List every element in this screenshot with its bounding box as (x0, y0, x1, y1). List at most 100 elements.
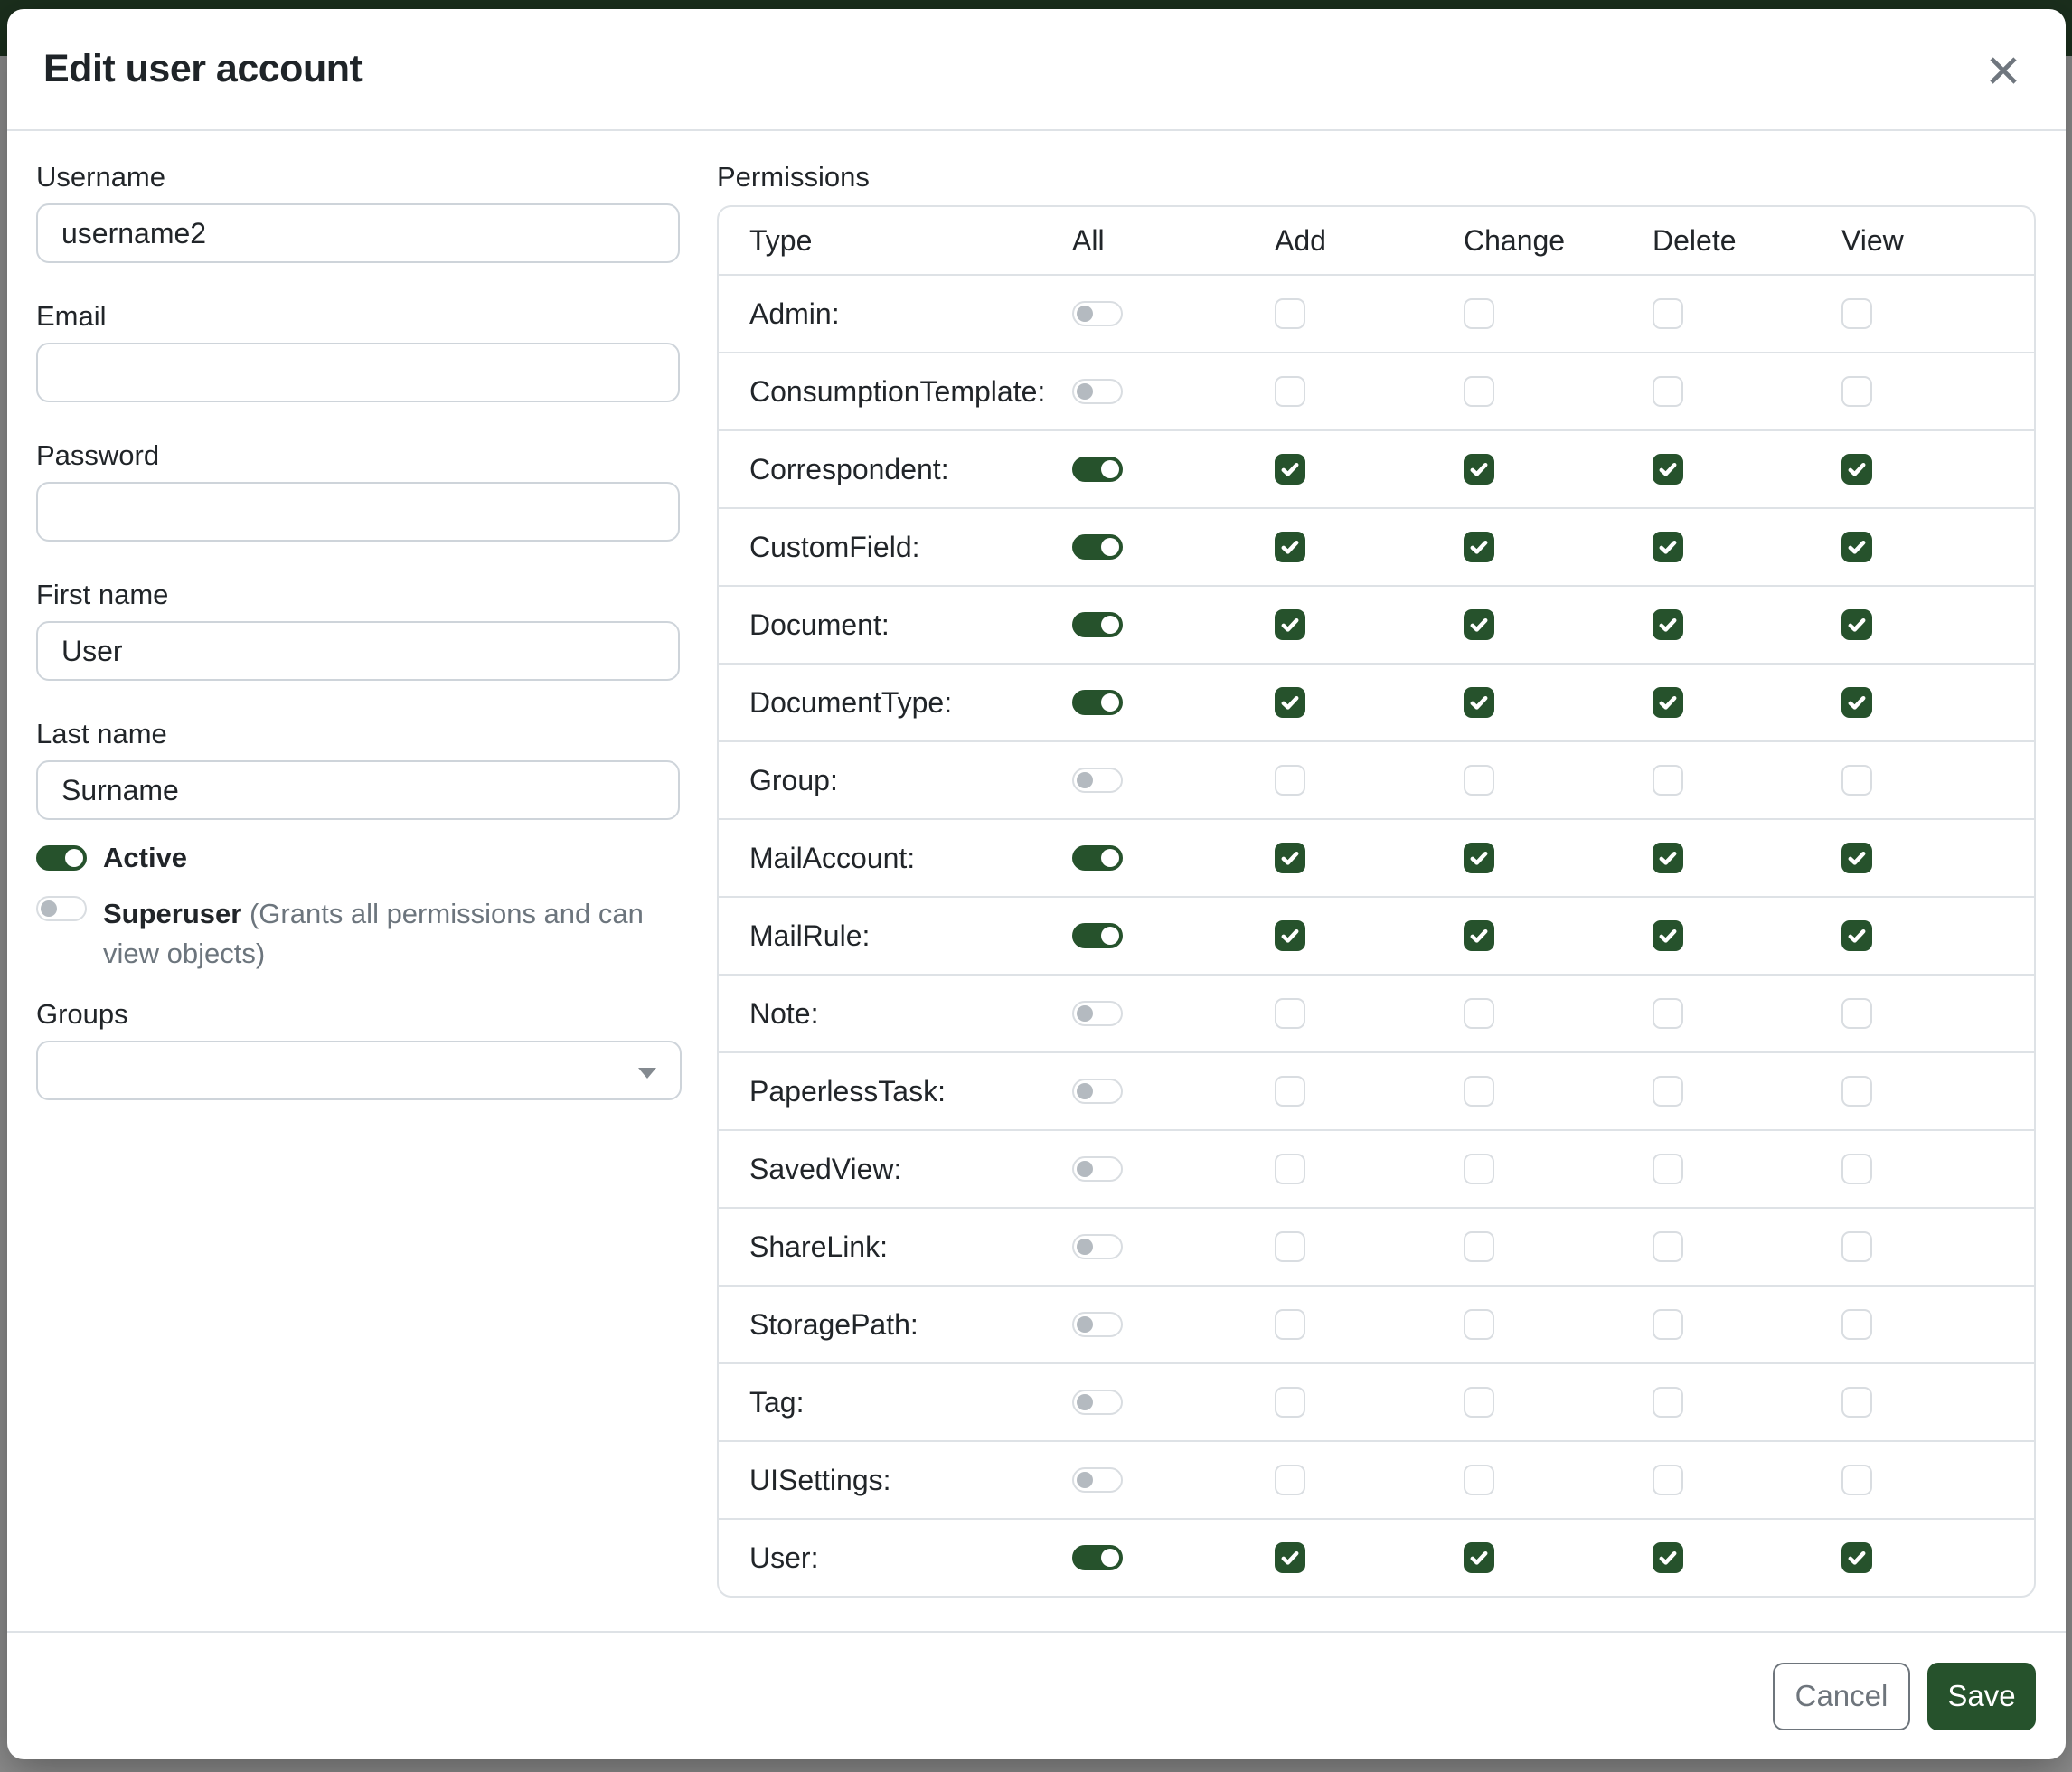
password-field[interactable] (36, 482, 680, 542)
view-checkbox[interactable] (1841, 1542, 1872, 1573)
all-toggle[interactable] (1072, 690, 1123, 715)
all-toggle[interactable] (1072, 1234, 1123, 1259)
add-checkbox[interactable] (1275, 1231, 1305, 1262)
all-toggle[interactable] (1072, 1312, 1123, 1337)
view-checkbox[interactable] (1841, 298, 1872, 329)
add-checkbox[interactable] (1275, 687, 1305, 718)
change-checkbox[interactable] (1464, 454, 1494, 485)
delete-checkbox[interactable] (1653, 376, 1683, 407)
view-checkbox[interactable] (1841, 843, 1872, 873)
change-checkbox[interactable] (1464, 376, 1494, 407)
change-checkbox[interactable] (1464, 843, 1494, 873)
last-name-field[interactable] (36, 760, 680, 820)
delete-checkbox[interactable] (1653, 1154, 1683, 1184)
username-input[interactable] (36, 203, 680, 263)
change-checkbox[interactable] (1464, 765, 1494, 796)
add-checkbox[interactable] (1275, 1154, 1305, 1184)
all-toggle[interactable] (1072, 612, 1123, 637)
change-checkbox[interactable] (1464, 687, 1494, 718)
close-icon[interactable]: × (1972, 38, 2035, 101)
add-checkbox[interactable] (1275, 1465, 1305, 1495)
delete-checkbox[interactable] (1653, 687, 1683, 718)
view-checkbox[interactable] (1841, 687, 1872, 718)
change-checkbox[interactable] (1464, 298, 1494, 329)
view-checkbox[interactable] (1841, 609, 1872, 640)
all-toggle[interactable] (1072, 1079, 1123, 1104)
add-checkbox[interactable] (1275, 376, 1305, 407)
delete-checkbox[interactable] (1653, 1387, 1683, 1418)
view-checkbox[interactable] (1841, 998, 1872, 1029)
add-checkbox[interactable] (1275, 1309, 1305, 1340)
first-name-field[interactable] (36, 621, 680, 681)
all-toggle[interactable] (1072, 301, 1123, 326)
change-checkbox[interactable] (1464, 532, 1494, 562)
cancel-button[interactable]: Cancel (1773, 1662, 1910, 1730)
add-checkbox[interactable] (1275, 1387, 1305, 1418)
delete-checkbox[interactable] (1653, 1309, 1683, 1340)
all-toggle[interactable] (1072, 457, 1123, 482)
save-button[interactable]: Save (1927, 1662, 2036, 1730)
change-checkbox[interactable] (1464, 1231, 1494, 1262)
change-checkbox[interactable] (1464, 998, 1494, 1029)
add-checkbox[interactable] (1275, 298, 1305, 329)
change-checkbox[interactable] (1464, 920, 1494, 951)
view-checkbox[interactable] (1841, 1387, 1872, 1418)
all-toggle[interactable] (1072, 1545, 1123, 1570)
view-checkbox[interactable] (1841, 765, 1872, 796)
view-checkbox[interactable] (1841, 454, 1872, 485)
change-checkbox[interactable] (1464, 1542, 1494, 1573)
change-checkbox[interactable] (1464, 609, 1494, 640)
view-checkbox[interactable] (1841, 1309, 1872, 1340)
view-checkbox[interactable] (1841, 920, 1872, 951)
change-checkbox[interactable] (1464, 1309, 1494, 1340)
delete-checkbox[interactable] (1653, 1231, 1683, 1262)
active-toggle[interactable] (36, 845, 87, 871)
all-toggle[interactable] (1072, 923, 1123, 948)
delete-checkbox[interactable] (1653, 1076, 1683, 1107)
change-checkbox[interactable] (1464, 1387, 1494, 1418)
delete-checkbox[interactable] (1653, 998, 1683, 1029)
delete-checkbox[interactable] (1653, 843, 1683, 873)
all-toggle[interactable] (1072, 768, 1123, 793)
delete-checkbox[interactable] (1653, 609, 1683, 640)
table-row: PaperlessTask: (719, 1051, 2034, 1129)
add-checkbox[interactable] (1275, 1542, 1305, 1573)
username-field-group: Username (36, 160, 680, 263)
all-toggle[interactable] (1072, 1001, 1123, 1026)
groups-select[interactable] (36, 1041, 682, 1100)
add-checkbox[interactable] (1275, 843, 1305, 873)
delete-checkbox[interactable] (1653, 532, 1683, 562)
all-toggle[interactable] (1072, 1156, 1123, 1182)
view-checkbox[interactable] (1841, 1231, 1872, 1262)
delete-checkbox[interactable] (1653, 765, 1683, 796)
all-toggle[interactable] (1072, 534, 1123, 560)
view-checkbox[interactable] (1841, 376, 1872, 407)
view-checkbox[interactable] (1841, 1076, 1872, 1107)
add-checkbox[interactable] (1275, 532, 1305, 562)
add-checkbox[interactable] (1275, 765, 1305, 796)
delete-checkbox[interactable] (1653, 454, 1683, 485)
change-checkbox[interactable] (1464, 1154, 1494, 1184)
all-toggle[interactable] (1072, 1390, 1123, 1415)
all-toggle[interactable] (1072, 379, 1123, 404)
view-checkbox[interactable] (1841, 1154, 1872, 1184)
add-checkbox[interactable] (1275, 454, 1305, 485)
add-checkbox[interactable] (1275, 998, 1305, 1029)
email-field[interactable] (36, 343, 680, 402)
all-toggle[interactable] (1072, 845, 1123, 871)
delete-checkbox[interactable] (1653, 298, 1683, 329)
delete-checkbox[interactable] (1653, 920, 1683, 951)
superuser-toggle[interactable] (36, 896, 87, 921)
add-checkbox[interactable] (1275, 609, 1305, 640)
change-checkbox[interactable] (1464, 1465, 1494, 1495)
delete-checkbox[interactable] (1653, 1542, 1683, 1573)
view-checkbox[interactable] (1841, 1465, 1872, 1495)
change-checkbox[interactable] (1464, 1076, 1494, 1107)
check-icon (1470, 540, 1488, 554)
add-checkbox[interactable] (1275, 920, 1305, 951)
delete-checkbox[interactable] (1653, 1465, 1683, 1495)
add-checkbox[interactable] (1275, 1076, 1305, 1107)
last-name-label: Last name (36, 718, 167, 749)
view-checkbox[interactable] (1841, 532, 1872, 562)
all-toggle[interactable] (1072, 1467, 1123, 1493)
